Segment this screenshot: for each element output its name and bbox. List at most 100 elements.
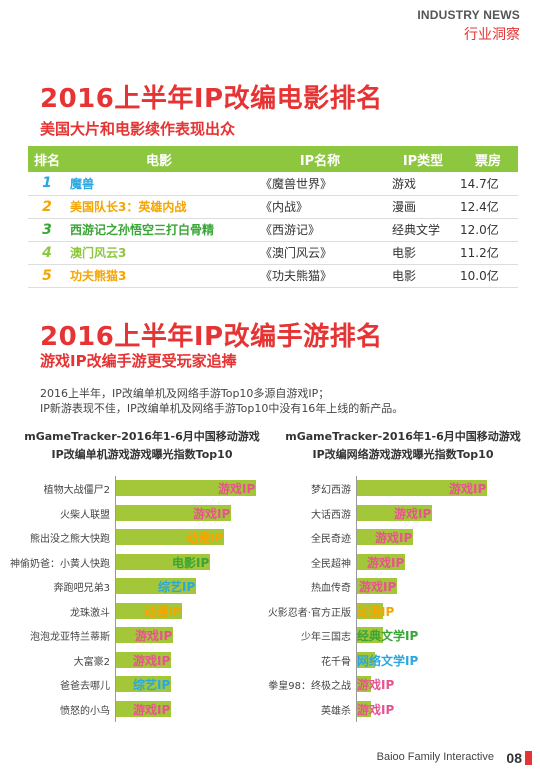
ip-name-cell: 《功夫熊猫》 bbox=[252, 264, 388, 288]
film-name-cell: 功夫熊猫3 bbox=[66, 264, 252, 288]
film-name-cell: 美国队长3：英雄内战 bbox=[66, 195, 252, 219]
ip-type-cell: 漫画 bbox=[388, 195, 458, 219]
bar-ip-tag: 网络文学IP bbox=[357, 653, 419, 668]
bar-ip-tag: 游戏IP bbox=[193, 506, 231, 521]
bar-ip-tag: 动漫IP bbox=[186, 531, 224, 545]
film-name-cell: 西游记之孙悟空三打白骨精 bbox=[66, 218, 252, 242]
bar bbox=[116, 480, 256, 496]
chart-row: 爸爸去哪儿 综艺IP bbox=[60, 674, 302, 692]
section1-subtitle: 美国大片和电影续作表现出众 bbox=[40, 120, 236, 138]
bar-category-label: 英雄杀 bbox=[321, 705, 351, 717]
chart-row: 大话西游 游戏IP bbox=[311, 503, 533, 521]
col-film: 电影 bbox=[66, 146, 252, 172]
bar-category-label: 泡泡龙亚特兰蒂斯 bbox=[30, 632, 110, 643]
section2-subtitle: 游戏IP改编手游更受玩家追捧 bbox=[40, 352, 237, 370]
bar-ip-tag: 游戏IP bbox=[357, 678, 395, 692]
paragraph-line-1: 2016上半年，IP改编单机及网络手游Top10多源自游戏IP； bbox=[40, 387, 330, 400]
ip-name-cell: 《澳门风云》 bbox=[252, 241, 388, 265]
bar-ip-tag: 游戏IP bbox=[359, 580, 397, 594]
bar-ip-tag: 游戏IP bbox=[357, 702, 395, 717]
ip-type-cell: 电影 bbox=[388, 264, 458, 288]
bar-ip-tag: 动漫IP bbox=[144, 604, 182, 619]
bar-ip-tag: 游戏IP bbox=[135, 629, 173, 643]
footer-company: Baioo Family Interactive bbox=[376, 751, 494, 763]
chart-row: 泡泡龙亚特兰蒂斯 游戏IP bbox=[30, 625, 302, 643]
col-box: 票房 bbox=[458, 146, 518, 172]
film-name-cell: 魔兽 bbox=[66, 172, 252, 196]
bar-category-label: 少年三国志 bbox=[301, 632, 351, 643]
chart2-subtitle: IP改编网络游戏游戏曝光指数Top10 bbox=[312, 448, 494, 461]
section2-title: 2016上半年IP改编手游排名 bbox=[40, 322, 383, 352]
bar-category-label: 奔跑吧兄弟3 bbox=[53, 583, 110, 594]
chart-row: 英雄杀 游戏IP bbox=[321, 699, 533, 717]
bar-ip-tag: 电影IP bbox=[172, 555, 210, 570]
film-name-cell: 澳门风云3 bbox=[66, 241, 252, 265]
rank-cell: 1 bbox=[28, 172, 66, 196]
bar-ip-tag: 游戏IP bbox=[375, 531, 413, 545]
bar-category-label: 火影忍者·官方正版 bbox=[267, 607, 351, 619]
col-ip: IP名称 bbox=[252, 146, 388, 172]
ip-name-cell: 《西游记》 bbox=[252, 218, 388, 242]
bar-ip-tag: 经典文学IP bbox=[357, 629, 419, 643]
chart-row: 大富豪2 游戏IP bbox=[74, 650, 302, 668]
col-type: IP类型 bbox=[388, 146, 458, 172]
bar-ip-tag: 游戏IP bbox=[394, 506, 432, 521]
box-office-cell: 14.7亿 bbox=[458, 172, 518, 196]
bar-ip-tag: 游戏IP bbox=[449, 482, 487, 496]
chart-row: 神偷奶爸：小黄人快跑 电影IP bbox=[10, 552, 302, 570]
chart2-axis bbox=[356, 476, 357, 722]
table-row: 2 美国队长3：英雄内战 《内战》 漫画 12.4亿 bbox=[28, 195, 518, 219]
bar bbox=[357, 553, 405, 570]
chart-row: 火影忍者·官方正版 动漫IP bbox=[268, 601, 533, 619]
rank-cell: 3 bbox=[28, 218, 66, 242]
chart1-axis bbox=[115, 476, 116, 722]
bar-ip-tag: 游戏IP bbox=[367, 555, 405, 570]
bar-ip-tag: 动漫IP bbox=[357, 604, 395, 619]
bar bbox=[357, 676, 371, 692]
table-row: 1 魔兽 《魔兽世界》 游戏 14.7亿 bbox=[28, 172, 518, 196]
col-rank: 排名 bbox=[28, 146, 66, 172]
ip-name-cell: 《魔兽世界》 bbox=[252, 172, 388, 196]
bar-ip-tag: 综艺IP bbox=[133, 678, 171, 692]
bar-category-label: 花千骨 bbox=[321, 656, 351, 668]
bar-ip-tag: 游戏IP bbox=[133, 653, 171, 668]
bar bbox=[357, 651, 375, 668]
bar-category-label: 梦幻西游 bbox=[311, 485, 351, 496]
table-header-row: 排名 电影 IP名称 IP类型 票房 bbox=[28, 146, 518, 172]
page-marker bbox=[525, 751, 532, 765]
ip-type-cell: 电影 bbox=[388, 241, 458, 265]
chart-row: 拳皇98：终极之战 游戏IP bbox=[268, 674, 533, 692]
bar-category-label: 神偷奶爸：小黄人快跑 bbox=[10, 558, 110, 570]
bar-category-label: 龙珠激斗 bbox=[70, 607, 110, 619]
bar bbox=[116, 553, 210, 570]
page-number: 08 bbox=[506, 750, 522, 766]
chart-row: 少年三国志 经典文学IP bbox=[301, 625, 533, 643]
bar bbox=[116, 602, 182, 619]
chart-row: 龙珠激斗 动漫IP bbox=[70, 601, 302, 619]
table-row: 4 澳门风云3 《澳门风云》 电影 11.2亿 bbox=[28, 241, 518, 265]
bar-category-label: 全民奇迹 bbox=[311, 534, 351, 545]
bar bbox=[357, 602, 383, 619]
chart-row: 梦幻西游 游戏IP bbox=[311, 478, 533, 496]
bar-ip-tag: 游戏IP bbox=[218, 482, 256, 496]
rank-cell: 4 bbox=[28, 241, 66, 265]
bar bbox=[357, 480, 487, 496]
rank-cell: 5 bbox=[28, 264, 66, 288]
bar bbox=[116, 578, 196, 594]
chart2-title: mGameTracker-2016年1-6月中国移动游戏 bbox=[285, 430, 521, 443]
table-row: 5 功夫熊猫3 《功夫熊猫》 电影 10.0亿 bbox=[28, 264, 518, 288]
box-office-cell: 12.0亿 bbox=[458, 218, 518, 242]
chart1-subtitle: IP改编单机游戏游戏曝光指数Top10 bbox=[51, 448, 233, 461]
bar bbox=[357, 529, 413, 545]
ip-type-cell: 游戏 bbox=[388, 172, 458, 196]
chart-row: 愤怒的小鸟 游戏IP bbox=[60, 699, 302, 717]
film-ranking-table: 排名 电影 IP名称 IP类型 票房 1 魔兽 《魔兽世界》 游戏 14.7亿 2 美国队长… bbox=[28, 146, 518, 288]
box-office-cell: 12.4亿 bbox=[458, 195, 518, 219]
chart-row: 全民超神 游戏IP bbox=[311, 552, 533, 570]
table-row: 3 西游记之孙悟空三打白骨精 《西游记》 经典文学 12.0亿 bbox=[28, 218, 518, 242]
bar bbox=[116, 700, 171, 717]
header-title-cn: 行业洞察 bbox=[464, 27, 520, 43]
rank-cell: 2 bbox=[28, 195, 66, 219]
chart-row: 全民奇迹 游戏IP bbox=[311, 527, 533, 545]
chart-row: 火柴人联盟 游戏IP bbox=[60, 503, 302, 521]
